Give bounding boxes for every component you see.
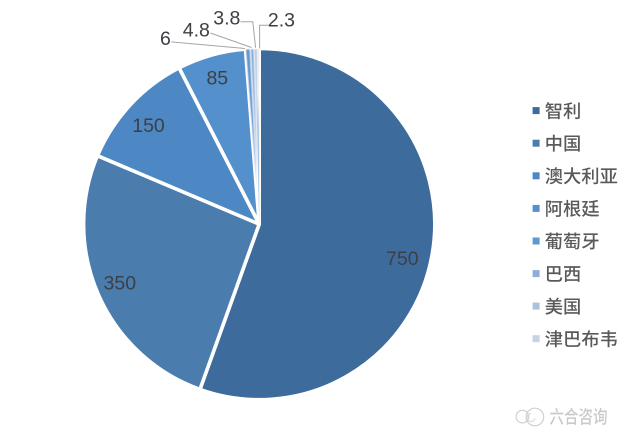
svg-text:2.3: 2.3 bbox=[268, 10, 295, 32]
svg-text:750: 750 bbox=[386, 248, 419, 270]
svg-text:85: 85 bbox=[206, 67, 228, 89]
svg-text:6: 6 bbox=[160, 28, 171, 50]
svg-text:350: 350 bbox=[104, 273, 137, 295]
svg-text:150: 150 bbox=[132, 115, 165, 137]
svg-text:4.8: 4.8 bbox=[183, 20, 210, 42]
svg-text:3.8: 3.8 bbox=[213, 7, 240, 29]
